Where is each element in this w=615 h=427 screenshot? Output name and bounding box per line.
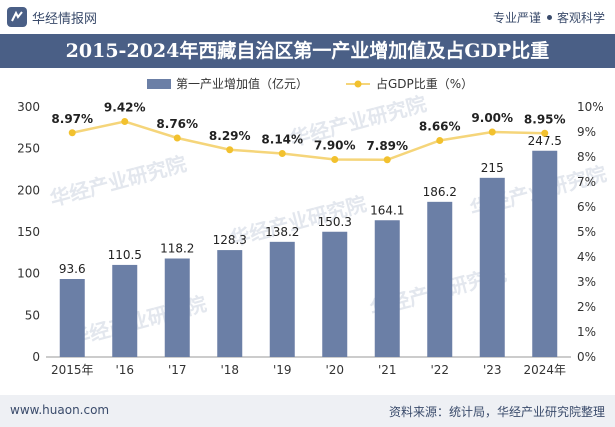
percent-value-label: 9.00% — [471, 111, 513, 125]
bar-value-label: 110.5 — [108, 248, 142, 262]
bar-value-label: 93.6 — [59, 262, 86, 276]
x-tick-label: '16 — [115, 363, 134, 377]
y-right-tick-label: 5% — [577, 225, 596, 239]
header-tags: 专业严谨 客观科学 — [493, 9, 605, 26]
y-right-tick-label: 4% — [577, 250, 596, 264]
bar-value-label: 150.3 — [318, 215, 352, 229]
y-left-tick-label: 250 — [17, 142, 40, 156]
x-tick-label: '19 — [273, 363, 292, 377]
legend: 第一产业增加值（亿元） 占GDP比重（%） — [147, 76, 473, 91]
y-left-tick-label: 200 — [17, 183, 40, 197]
x-tick-label: '21 — [378, 363, 397, 377]
y-right-tick-label: 9% — [577, 125, 596, 139]
percent-value-label: 7.90% — [314, 139, 356, 153]
x-tick-label: '23 — [483, 363, 502, 377]
x-tick-label: '17 — [168, 363, 187, 377]
bar-value-label: 247.5 — [528, 134, 562, 148]
legend-line-label: 占GDP比重（%） — [376, 76, 473, 91]
bar — [59, 279, 85, 357]
separator-dot-icon — [546, 15, 552, 20]
brand[interactable]: 华经情报网 — [6, 6, 97, 28]
line-point — [278, 150, 286, 157]
bar-value-label: 215 — [481, 161, 504, 175]
y-right-tick-label: 3% — [577, 275, 596, 289]
line-series — [68, 118, 549, 164]
percent-value-label: 8.76% — [156, 117, 198, 131]
y-left-tick-label: 300 — [17, 100, 40, 114]
bar-value-label: 138.2 — [265, 225, 299, 239]
bars — [59, 150, 558, 357]
chart: 华经产业研究院华经产业研究院华经产业研究院华经产业研究院华经产业研究院华经产业研… — [17, 76, 609, 377]
brand-name: 华经情报网 — [32, 11, 98, 27]
line-point — [383, 156, 391, 164]
y-right-tick-label: 8% — [577, 150, 596, 164]
y-left-ticks: 0 50 100 150 200 250 300 — [17, 100, 40, 364]
line-point — [436, 137, 444, 144]
bar — [112, 264, 138, 357]
footer-source: 资料来源：统计局，华经产业研究院整理 — [388, 405, 605, 419]
x-tick-label: 2024年 — [523, 363, 566, 377]
x-tick-label: '22 — [430, 363, 449, 377]
percent-value-label: 9.42% — [104, 101, 146, 115]
y-right-tick-label: 7% — [577, 175, 596, 189]
x-tick-label: 2015年 — [51, 363, 94, 377]
y-right-tick-label: 6% — [577, 200, 596, 214]
bar-value-label: 128.3 — [213, 233, 247, 247]
percent-value-label: 8.95% — [524, 112, 566, 126]
footer-site[interactable]: www.huaon.com — [10, 403, 110, 417]
y-right-tick-label: 2% — [577, 300, 596, 314]
footer: www.huaon.com 资料来源：统计局，华经产业研究院整理 — [0, 395, 615, 427]
bar-value-label: 118.2 — [160, 242, 194, 256]
x-tick-labels: 2015年 '16 '17 '18 '19 '20 '21 '22 '23 2024年 — [51, 363, 566, 377]
legend-line-marker — [354, 80, 362, 88]
line-point — [173, 134, 181, 142]
y-right-tick-label: 0% — [577, 350, 596, 364]
bar — [532, 150, 558, 357]
line-point — [488, 128, 496, 136]
line-point — [121, 118, 129, 125]
percent-value-label: 8.14% — [261, 133, 303, 147]
watermark-text: 华经产业研究院 — [47, 152, 188, 211]
chart-title: 2015-2024年西藏自治区第一产业增加值及占GDP比重 — [65, 40, 550, 62]
brand-logo-icon — [7, 7, 27, 27]
bar — [479, 177, 505, 357]
bar-value-label: 186.2 — [423, 185, 457, 199]
y-left-tick-label: 50 — [25, 308, 40, 322]
bar — [164, 258, 190, 357]
line-point — [331, 156, 339, 163]
y-right-tick-label: 10% — [577, 100, 604, 114]
percent-value-label: 8.66% — [419, 120, 461, 134]
percent-value-label: 8.29% — [209, 129, 251, 143]
bar — [427, 201, 453, 357]
legend-bar-label: 第一产业增加值（亿元） — [176, 76, 308, 91]
y-right-tick-label: 1% — [577, 325, 596, 339]
tag-professional: 专业严谨 — [492, 11, 541, 25]
y-left-tick-label: 150 — [17, 225, 40, 239]
x-tick-label: '18 — [220, 363, 239, 377]
line-path — [71, 120, 545, 162]
tag-objective: 客观科学 — [556, 11, 605, 25]
y-left-tick-label: 0 — [32, 350, 40, 364]
bar — [374, 220, 400, 357]
percent-labels: 8.97% 9.42% 8.76% 8.29% 8.14% 7.90% 7.89% 8.66%… — [51, 101, 565, 153]
top-bar: 华经情报网 专业严谨 客观科学 — [0, 0, 615, 34]
line-point — [68, 129, 76, 137]
percent-value-label: 7.89% — [366, 139, 408, 153]
y-right-ticks: 0% 1% 2% 3% 4% 5% 6% 7% 8% 9% 10% — [577, 100, 604, 364]
bar — [217, 250, 243, 357]
y-left-tick-label: 100 — [17, 267, 40, 281]
bar-value-label: 164.1 — [370, 203, 404, 217]
bar-labels: 93.6 110.5 118.2 128.3 138.2 150.3 164.1 186.2 2… — [59, 134, 562, 276]
bar — [322, 231, 348, 357]
bar — [269, 241, 295, 357]
title-bar: 2015-2024年西藏自治区第一产业增加值及占GDP比重 — [0, 34, 615, 68]
percent-value-label: 8.97% — [51, 112, 93, 126]
line-point — [226, 146, 234, 154]
line-point — [541, 129, 549, 137]
x-tick-label: '20 — [325, 363, 344, 377]
legend-bar-swatch — [147, 79, 171, 89]
